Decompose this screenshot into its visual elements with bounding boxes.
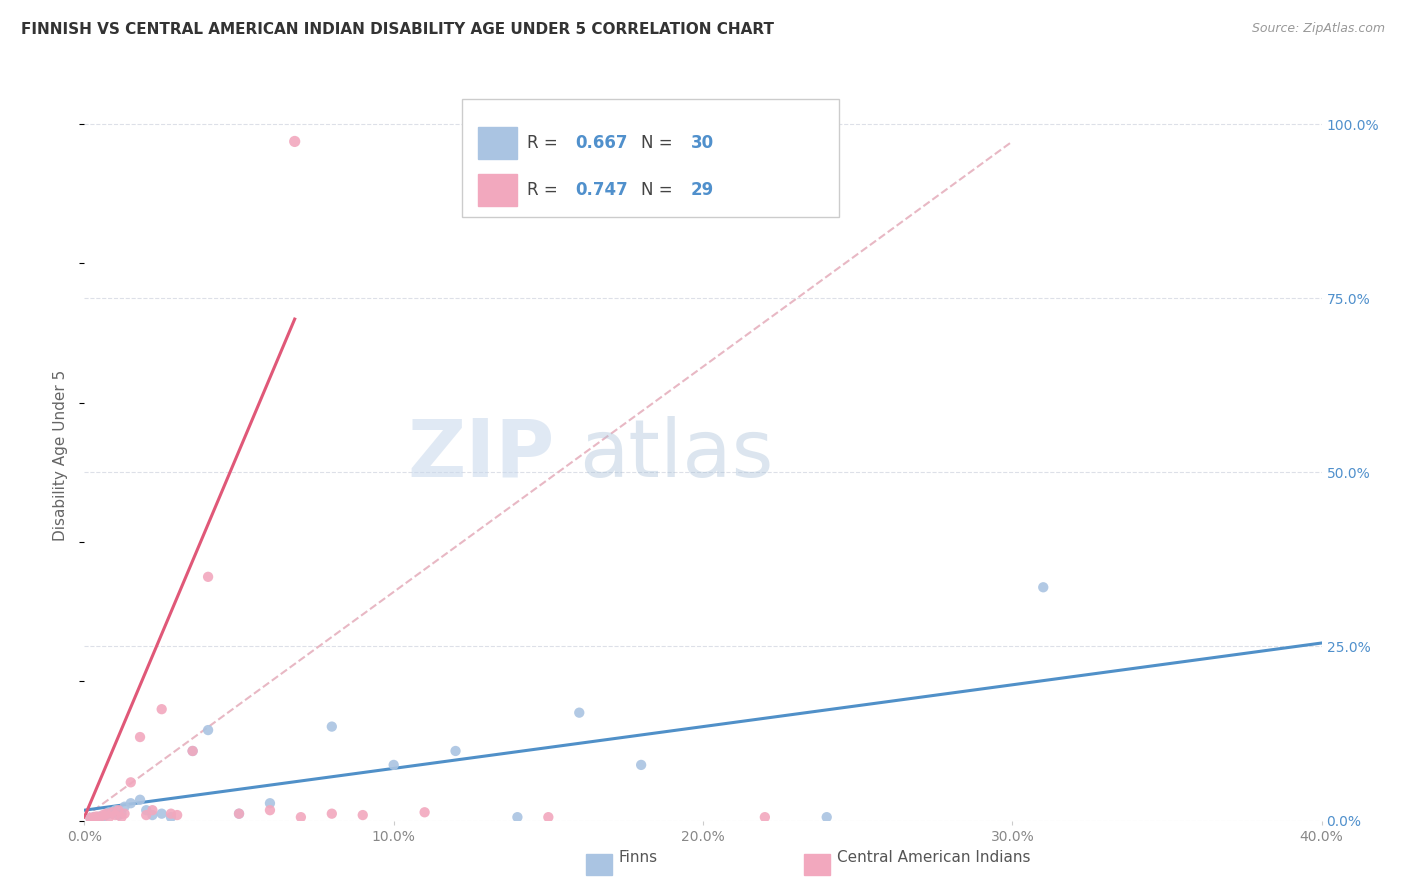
Point (129, 793, 152, 807)
Point (83, 810, 105, 824)
Point (101, 806, 124, 821)
Point (321, 720, 343, 734)
Point (107, 803, 129, 817)
Point (259, 796, 281, 810)
Point (630, 758, 652, 772)
Point (86, 811, 108, 825)
FancyBboxPatch shape (478, 127, 517, 159)
Point (129, 730, 152, 744)
Point (89, 809, 111, 823)
Y-axis label: Disability Age Under 5: Disability Age Under 5 (53, 369, 69, 541)
Point (321, 806, 343, 821)
Point (86, 809, 108, 823)
Text: 0.667: 0.667 (575, 134, 628, 152)
Text: N =: N = (641, 181, 678, 199)
Point (160, 810, 183, 824)
Text: 29: 29 (690, 181, 714, 199)
Point (228, 806, 250, 821)
Point (91, 810, 114, 824)
Point (141, 803, 163, 817)
Point (181, 744, 204, 758)
Text: atlas: atlas (579, 416, 773, 494)
Text: FINNISH VS CENTRAL AMERICAN INDIAN DISABILITY AGE UNDER 5 CORRELATION CHART: FINNISH VS CENTRAL AMERICAN INDIAN DISAB… (21, 22, 775, 37)
Text: 30: 30 (690, 134, 714, 152)
Point (197, 570, 219, 584)
Point (120, 775, 142, 789)
Text: R =: R = (527, 181, 564, 199)
Point (107, 808, 129, 822)
Point (166, 808, 188, 822)
Point (382, 758, 405, 772)
Point (228, 806, 250, 821)
Point (94, 806, 117, 821)
Text: ZIP: ZIP (408, 416, 554, 494)
Point (506, 810, 529, 824)
Point (101, 805, 124, 820)
Point (91, 808, 114, 822)
Point (89, 811, 111, 825)
Text: R =: R = (527, 134, 564, 152)
Point (259, 803, 281, 817)
Point (110, 810, 132, 824)
FancyBboxPatch shape (478, 174, 517, 206)
Point (1032, 580, 1054, 594)
Point (114, 799, 136, 814)
Point (290, 810, 312, 824)
Point (754, 810, 776, 824)
Point (114, 806, 136, 821)
Point (160, 806, 183, 821)
Point (110, 806, 132, 821)
Point (444, 744, 467, 758)
Point (83, 810, 105, 824)
Text: Finns: Finns (619, 850, 658, 865)
Point (141, 808, 163, 822)
Point (120, 796, 142, 810)
Point (181, 744, 204, 758)
Text: Central American Indians: Central American Indians (837, 850, 1031, 865)
Point (98, 810, 121, 824)
Point (150, 806, 173, 821)
Point (79, 812, 101, 826)
Point (197, 723, 219, 737)
Point (815, 810, 838, 824)
Point (413, 805, 436, 820)
Text: N =: N = (641, 134, 678, 152)
Point (150, 702, 173, 716)
Point (104, 803, 127, 817)
Point (79, 812, 101, 826)
FancyBboxPatch shape (461, 99, 839, 218)
Text: Source: ZipAtlas.com: Source: ZipAtlas.com (1251, 22, 1385, 36)
Text: 0.747: 0.747 (575, 181, 628, 199)
Point (135, 808, 157, 822)
Point (568, 706, 591, 720)
Point (98, 805, 121, 820)
Point (94, 808, 117, 822)
Point (352, 808, 374, 822)
Point (104, 808, 127, 822)
Point (284, 135, 307, 149)
Point (537, 810, 560, 824)
Point (135, 803, 157, 817)
